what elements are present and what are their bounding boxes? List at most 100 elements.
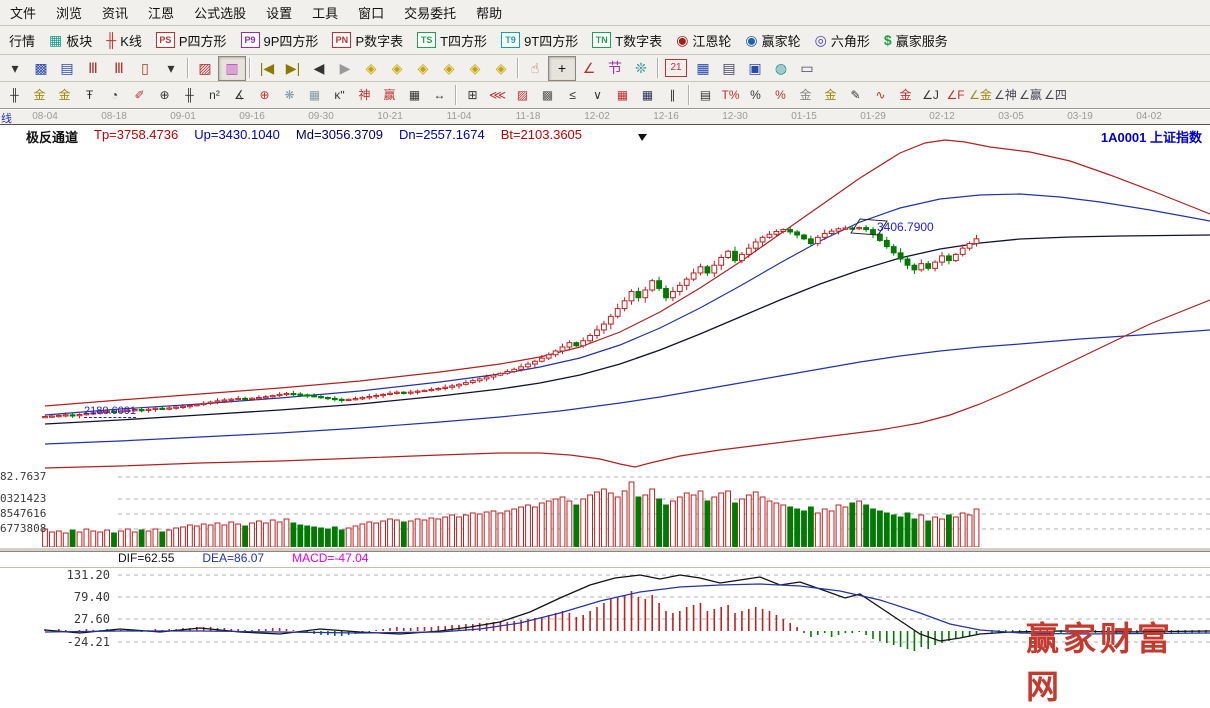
angle-tool-icon[interactable]: ∠ xyxy=(582,60,596,76)
diamond-compress-icon[interactable]: ◈ xyxy=(443,60,455,76)
gold-angle-icon[interactable]: ∠金 xyxy=(969,88,992,102)
si-angle-icon[interactable]: ∠四 xyxy=(1044,88,1067,102)
hand-tool-icon[interactable]: ☝ xyxy=(530,60,540,76)
box-fan-icon[interactable]: ▨ xyxy=(516,88,529,102)
first-page-icon[interactable]: |◀ xyxy=(259,60,275,76)
feature-kline[interactable]: ╫ K线 xyxy=(99,28,149,52)
calendar-icon[interactable]: 21 xyxy=(665,59,687,77)
feature-p-square[interactable]: PS P四方形 xyxy=(149,28,234,52)
feature-9p-square[interactable]: P9 9P四方形 xyxy=(234,28,326,52)
j-angle-icon[interactable]: ∠J xyxy=(922,88,939,102)
histogram-icon[interactable]: ▥ xyxy=(218,55,246,81)
n2-icon[interactable]: n² xyxy=(209,88,220,102)
diamond-full-icon[interactable]: ◈ xyxy=(495,60,507,76)
feature-9t-square[interactable]: T9 9T四方形 xyxy=(494,28,585,52)
ying-tool-icon[interactable]: 赢 xyxy=(383,88,396,102)
feature-winner-wheel[interactable]: ◉ 赢家轮 xyxy=(738,28,807,52)
percent-line-icon[interactable]: % xyxy=(775,88,786,102)
save-icon[interactable]: ▣ xyxy=(748,60,762,76)
menu-item-7[interactable]: 窗口 xyxy=(358,6,385,21)
puzzle-tool-icon[interactable]: ❊ xyxy=(635,60,647,76)
menu-item-0[interactable]: 文件 xyxy=(10,6,37,21)
grid-red-icon[interactable]: ▦ xyxy=(616,88,629,102)
zone-icon[interactable]: ▩ xyxy=(34,60,48,76)
k-quote-icon[interactable]: ĸʺ xyxy=(334,88,345,102)
bars3-icon[interactable]: Ⅲ xyxy=(88,60,98,76)
calculator-icon[interactable]: ▦ xyxy=(696,60,710,76)
kline-chart-canvas[interactable] xyxy=(0,110,1210,664)
grid-line-icon[interactable]: ╫ xyxy=(185,88,194,102)
shen-tool-icon[interactable]: 神 xyxy=(358,88,371,102)
feature-sectors[interactable]: ▦ 板块 xyxy=(42,28,99,52)
angle-a-icon[interactable]: ∡ xyxy=(234,88,245,102)
diamond-hspan-icon[interactable]: ◈ xyxy=(417,60,429,76)
dropdown-arrow-icon[interactable]: ▾ xyxy=(11,60,19,76)
feature-p-number-table[interactable]: PN P数字表 xyxy=(325,28,410,52)
diamond-left-icon[interactable]: ◈ xyxy=(365,60,377,76)
fibo-icon[interactable]: Ŧ xyxy=(85,88,94,102)
clipboard-icon[interactable]: ▤ xyxy=(60,60,74,76)
gann-line-icon[interactable]: ╫ xyxy=(10,88,19,102)
parallel-icon[interactable]: ∥ xyxy=(669,88,676,102)
printer-icon[interactable]: ▭ xyxy=(800,60,814,76)
jie-tool-icon[interactable]: 节 xyxy=(608,60,622,76)
pane-splitter[interactable] xyxy=(0,547,1210,552)
notepad-icon[interactable]: ▤ xyxy=(722,60,736,76)
menu-item-8[interactable]: 交易委托 xyxy=(404,6,457,21)
cycle-circle-icon[interactable]: ⊕ xyxy=(159,88,170,102)
grid-arrow-icon[interactable]: ▦ xyxy=(641,88,654,102)
pen2-icon[interactable]: ✎ xyxy=(850,88,861,102)
square-grid-icon[interactable]: ▦ xyxy=(308,88,321,102)
menu-item-4[interactable]: 公式选股 xyxy=(194,6,247,21)
gold-under-icon[interactable]: 金 xyxy=(824,88,837,102)
list-icon[interactable]: ▤ xyxy=(699,88,712,102)
candle-style-icon[interactable]: ▯ xyxy=(141,60,149,76)
feature-t-square[interactable]: TS T四方形 xyxy=(410,28,494,52)
fan-red-icon[interactable]: ⋘ xyxy=(488,88,507,102)
gold-line-icon[interactable]: 金 xyxy=(58,88,71,102)
menu-bar: 文件 浏览 资讯 江恩 公式选股 设置 工具 窗口 交易委托 帮助 xyxy=(0,0,1210,26)
gold-circle-icon[interactable]: 金 xyxy=(799,88,812,102)
candle-dropdown-icon[interactable]: ▾ xyxy=(167,60,175,76)
ruler123-icon[interactable]: ▦ xyxy=(408,88,421,102)
percent-icon[interactable]: % xyxy=(750,88,761,102)
menu-item-9[interactable]: 帮助 xyxy=(476,6,503,21)
ying-angle-icon[interactable]: ∠赢 xyxy=(1019,88,1042,102)
hexagon-label: 六角形 xyxy=(830,33,870,49)
menu-item-1[interactable]: 浏览 xyxy=(56,6,83,21)
prev-icon[interactable]: ◀ xyxy=(313,60,325,76)
next-icon[interactable]: ▶ xyxy=(339,60,351,76)
spiral-icon[interactable]: ◔ xyxy=(110,88,119,102)
t-percent-icon[interactable]: T% xyxy=(721,88,740,102)
menu-item-6[interactable]: 工具 xyxy=(312,6,339,21)
feature-winner-service[interactable]: $ 赢家服务 xyxy=(877,28,955,52)
f-angle-icon[interactable]: ∠F xyxy=(946,88,965,102)
plot-box-icon[interactable]: ⊞ xyxy=(467,88,478,102)
crosshair-tool-icon[interactable]: + xyxy=(548,55,576,81)
star-grid-icon[interactable]: ❋ xyxy=(284,88,295,102)
menu-item-5[interactable]: 设置 xyxy=(266,6,293,21)
circle-cross-icon[interactable]: ⊕ xyxy=(259,88,270,102)
feature-gann-wheel[interactable]: ◉ 江恩轮 xyxy=(669,28,738,52)
menu-item-2[interactable]: 资讯 xyxy=(102,6,129,21)
feature-quotes[interactable]: 行情 xyxy=(2,28,42,52)
menu-item-3[interactable]: 江恩 xyxy=(148,6,175,21)
last-page-icon[interactable]: ▶| xyxy=(285,60,301,76)
shen-angle-icon[interactable]: ∠神 xyxy=(994,88,1017,102)
gold-split-icon[interactable]: 金 xyxy=(33,88,46,102)
pen-red-icon[interactable]: ✐ xyxy=(134,88,145,102)
globe-save-icon[interactable]: ◍ xyxy=(774,60,788,76)
wave-icon[interactable]: ∿ xyxy=(875,88,886,102)
vee-icon[interactable]: ∨ xyxy=(593,88,602,102)
gold-red-icon[interactable]: 金 xyxy=(899,88,912,102)
bars9-icon[interactable]: Ⅲ xyxy=(114,60,124,76)
angle-lines-icon[interactable]: ≤ xyxy=(569,88,576,102)
diamond-right-icon[interactable]: ◈ xyxy=(391,60,403,76)
feature-t-number-table[interactable]: TN T数字表 xyxy=(585,28,669,52)
diamond-expand-icon[interactable]: ◈ xyxy=(469,60,481,76)
span-arrow-icon[interactable]: ↔ xyxy=(433,88,446,102)
feature-hexagon[interactable]: ◎ 六角形 xyxy=(808,28,877,52)
box-star-icon[interactable]: ▩ xyxy=(541,88,554,102)
left-vertical-tab[interactable]: 线 xyxy=(1,113,12,125)
pattern-icon[interactable]: ▨ xyxy=(198,60,212,76)
